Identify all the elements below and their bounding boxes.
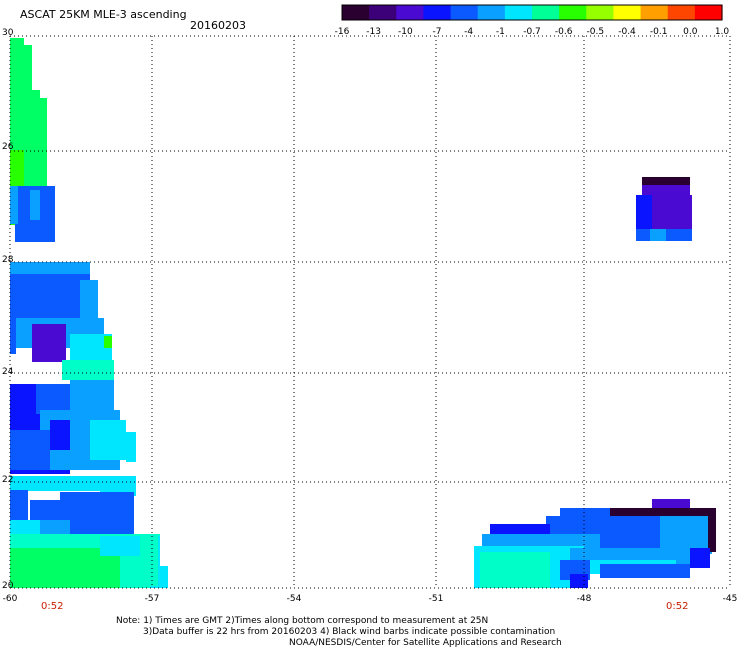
wind-cell: [104, 336, 112, 348]
colorbar-border: [341, 4, 723, 21]
colorbar-label: 0.0: [683, 27, 698, 37]
colorbar-label: -10: [397, 27, 413, 37]
wind-cell: [600, 564, 690, 578]
colorbar-segment: [586, 5, 615, 20]
chart-title: ASCAT 25KM MLE-3 ascending: [20, 8, 187, 21]
wind-cell: [570, 574, 588, 588]
wind-cell: [70, 380, 114, 410]
pass-time-right: 0:52: [666, 601, 689, 612]
wind-cell: [560, 508, 610, 518]
colorbar-segment: [667, 5, 696, 20]
wind-cell: [24, 45, 32, 205]
wind-cell: [676, 195, 692, 229]
colorbar: [341, 4, 723, 21]
wind-cell: [50, 420, 70, 450]
lon-label: -57: [144, 594, 160, 604]
wind-cell: [60, 492, 134, 512]
note-line-3: NOAA/NESDIS/Center for Satellite Applica…: [289, 638, 562, 648]
pass-time-left: 0:52: [41, 601, 64, 612]
colorbar-label: -0.6: [554, 27, 573, 37]
colorbar-segment: [532, 5, 560, 20]
colorbar-label: -1: [495, 27, 505, 37]
wind-cell: [80, 280, 98, 320]
colorbar-segment: [640, 5, 669, 20]
note-line-1: Note: 1) Times are GMT 2)Times along bot…: [116, 616, 489, 626]
lat-label: 20: [2, 581, 14, 591]
wind-cell: [610, 508, 714, 518]
wind-swaths: [10, 38, 716, 588]
colorbar-segment: [477, 5, 506, 20]
colorbar-segment: [423, 5, 452, 20]
colorbar-segment: [369, 5, 397, 20]
wind-cell: [40, 98, 47, 186]
date-label: 20160203: [190, 19, 246, 32]
lon-label: -54: [286, 594, 302, 604]
colorbar-segment: [694, 5, 723, 20]
colorbar-segment: [504, 5, 533, 20]
lon-label: -48: [576, 594, 592, 604]
wind-cell: [36, 384, 76, 414]
wind-cell: [100, 476, 136, 496]
wind-cell: [708, 508, 716, 552]
wind-cell: [10, 430, 50, 470]
wind-cell: [490, 524, 550, 536]
wind-cell: [10, 262, 90, 274]
colorbar-label: 1.0: [714, 27, 730, 37]
wind-cell: [10, 318, 16, 354]
wind-cell: [690, 548, 710, 568]
note-line-2: 3)Data buffer is 22 hrs from 20160203 4)…: [143, 627, 556, 637]
wind-cell: [30, 190, 40, 220]
colorbar-label: -0.5: [586, 27, 605, 37]
colorbar-segment: [559, 5, 587, 20]
lon-label: -45: [722, 594, 738, 604]
lon-label: -60: [2, 594, 18, 604]
wind-cell: [652, 499, 690, 509]
wind-cell: [126, 432, 136, 462]
wind-cell: [10, 186, 18, 224]
wind-cell: [158, 566, 168, 588]
colorbar-label: -7: [432, 27, 442, 37]
wind-cell: [140, 536, 158, 586]
lat-label: 24: [2, 367, 14, 377]
wind-cell: [10, 490, 28, 520]
wind-cell: [650, 229, 666, 241]
wind-cell: [90, 420, 126, 460]
wind-cell: [600, 516, 660, 552]
wind-cell: [32, 324, 66, 362]
wind-cell: [480, 552, 550, 588]
colorbar-label: -16: [334, 27, 350, 37]
colorbar-segment: [396, 5, 425, 20]
wind-cell: [642, 177, 690, 185]
wind-cell: [636, 195, 652, 229]
wind-cell: [62, 360, 114, 380]
colorbar-label: -4: [464, 27, 474, 37]
colorbar-label: -0.1: [649, 27, 668, 37]
colorbar-label: -0.4: [618, 27, 636, 37]
colorbar-label: -13: [366, 27, 382, 37]
wind-cell: [32, 90, 40, 186]
wind-cell: [642, 185, 690, 195]
colorbar-segment: [613, 5, 642, 20]
lat-label: 22: [2, 475, 14, 485]
lat-label: 30: [2, 28, 14, 38]
lat-label: 26: [2, 142, 14, 152]
lat-lon-grid: [9, 35, 731, 589]
colorbar-label: -0.7: [523, 27, 541, 37]
colorbar-segment: [342, 5, 370, 20]
lon-label: -51: [428, 594, 444, 604]
lat-label: 28: [2, 255, 14, 265]
colorbar-segment: [450, 5, 479, 20]
